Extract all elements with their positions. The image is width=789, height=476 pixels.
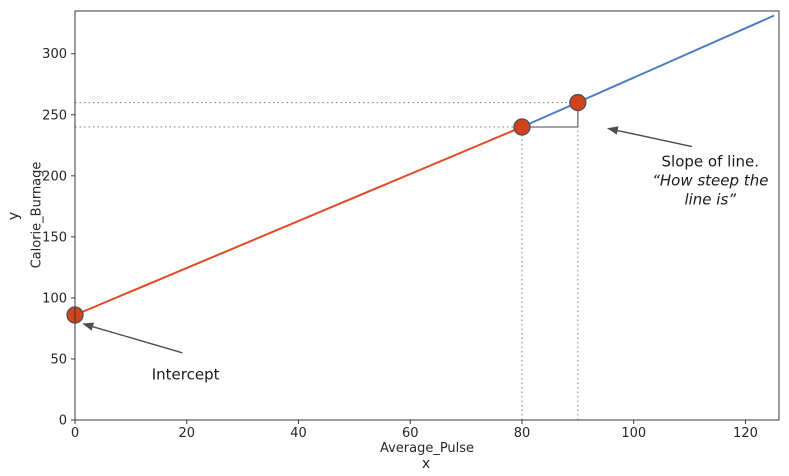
x-tick-label-20: 20: [178, 426, 195, 441]
annotation-slope-line2: “How steep the: [652, 171, 769, 190]
intercept-arrow-head: [82, 322, 95, 331]
y-tick-label-250: 250: [42, 108, 67, 123]
line-segment-lower: [74, 125, 523, 317]
slope-arrow-line: [617, 129, 692, 148]
x-tick-label-60: 60: [402, 426, 419, 441]
annotation-intercept: Intercept: [151, 365, 220, 384]
x-axis-outer-label: x: [421, 456, 431, 472]
x-tick-label-0: 0: [71, 426, 79, 441]
x-tick-label-120: 120: [733, 426, 758, 441]
plot-border: [74, 10, 780, 421]
y-axis-label: Calorie_Burnage: [29, 161, 45, 269]
intercept-arrow-line: [92, 325, 183, 354]
line-segment-upper: [520, 14, 775, 128]
y-tick-label-100: 100: [42, 291, 67, 306]
annotation-slope-line1: Slope of line.: [661, 152, 759, 171]
y-tick-label-300: 300: [42, 47, 67, 62]
x-tick-label-100: 100: [621, 426, 646, 441]
y-tick-label-50: 50: [50, 352, 67, 367]
y-tick-label-0: 0: [59, 414, 67, 429]
x-tick-label-80: 80: [514, 426, 531, 441]
y-tick-label-200: 200: [42, 169, 67, 184]
x-tick-label-40: 40: [290, 426, 307, 441]
data-point-80-240: [513, 118, 531, 136]
y-axis-outer-label: y: [6, 211, 22, 221]
x-axis-label: Average_Pulse: [379, 441, 475, 456]
annotation-slope-line3: line is”: [684, 190, 737, 209]
annotation-slope: Slope of line. “How steep the line is”: [652, 152, 768, 209]
data-point-90-260: [569, 93, 587, 112]
slope-arrow-head: [606, 126, 619, 135]
y-tick-label-150: 150: [42, 230, 67, 245]
